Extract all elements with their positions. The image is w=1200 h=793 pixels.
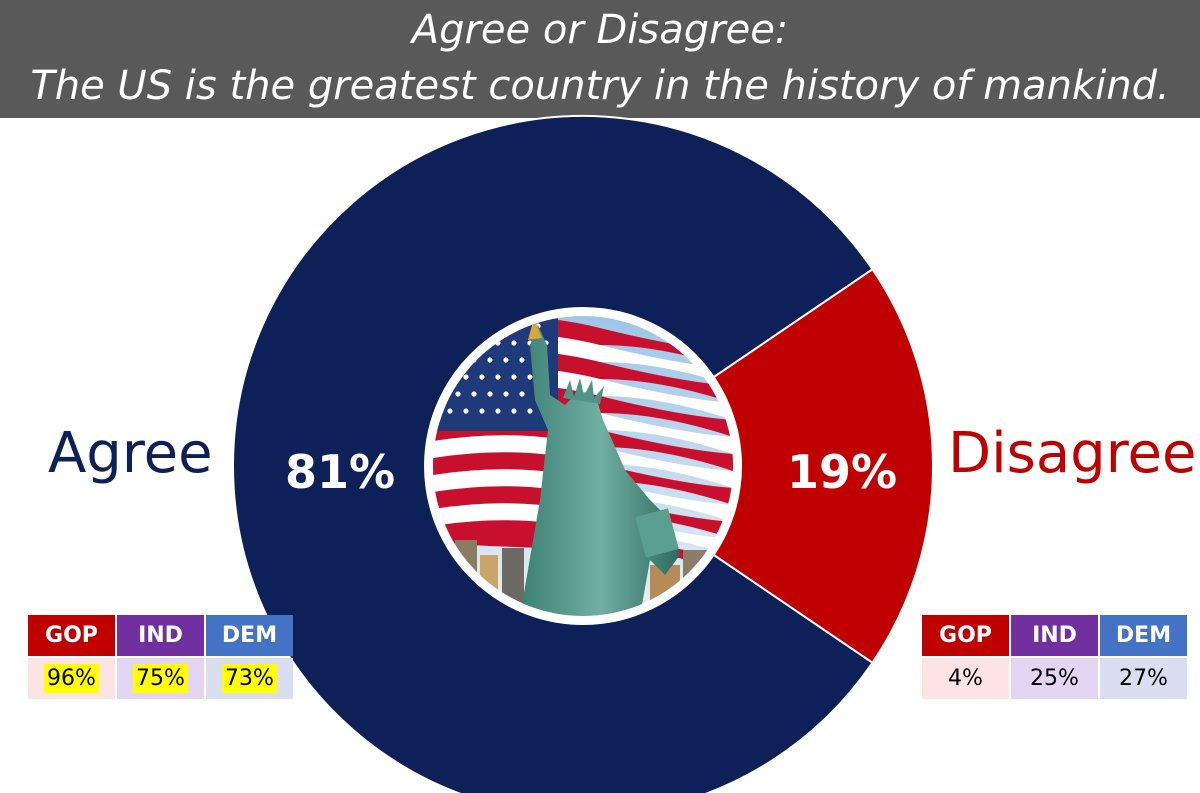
gop-value: 96%: [44, 664, 99, 693]
disagree-percent-label: 19%: [787, 445, 897, 499]
title-banner: Agree or Disagree: The US is the greates…: [0, 0, 1200, 118]
dem-value-cell: 27%: [1100, 658, 1187, 699]
ind-value-cell: 25%: [1011, 658, 1098, 699]
agree-percent-label: 81%: [285, 445, 395, 499]
dem-header: DEM: [1100, 615, 1187, 656]
dem-header: DEM: [206, 615, 293, 656]
ind-value-cell: 75%: [117, 658, 204, 699]
table-row: 4% 25% 27%: [922, 658, 1187, 699]
gop-header: GOP: [922, 615, 1009, 656]
gop-value: 4%: [948, 666, 983, 691]
ind-header: IND: [1011, 615, 1098, 656]
table-row: 96% 75% 73%: [28, 658, 293, 699]
statue-of-liberty-flag-image: [425, 308, 741, 624]
agree-legend-label: Agree: [48, 421, 213, 486]
dem-value: 27%: [1119, 666, 1168, 691]
table-header-row: GOP IND DEM: [922, 615, 1187, 656]
agree-party-table: GOP IND DEM 96% 75% 73%: [26, 613, 295, 701]
ind-header: IND: [117, 615, 204, 656]
table-header-row: GOP IND DEM: [28, 615, 293, 656]
chart-title: Agree or Disagree:: [411, 7, 789, 53]
dem-value: 73%: [222, 664, 277, 693]
disagree-legend-label: Disagree: [948, 421, 1197, 486]
gop-header: GOP: [28, 615, 115, 656]
chart-subtitle: The US is the greatest country in the hi…: [30, 63, 1170, 109]
ind-value: 75%: [133, 664, 188, 693]
dem-value-cell: 73%: [206, 658, 293, 699]
ind-value: 25%: [1030, 666, 1079, 691]
gop-value-cell: 96%: [28, 658, 115, 699]
gop-value-cell: 4%: [922, 658, 1009, 699]
disagree-party-table: GOP IND DEM 4% 25% 27%: [920, 613, 1189, 701]
